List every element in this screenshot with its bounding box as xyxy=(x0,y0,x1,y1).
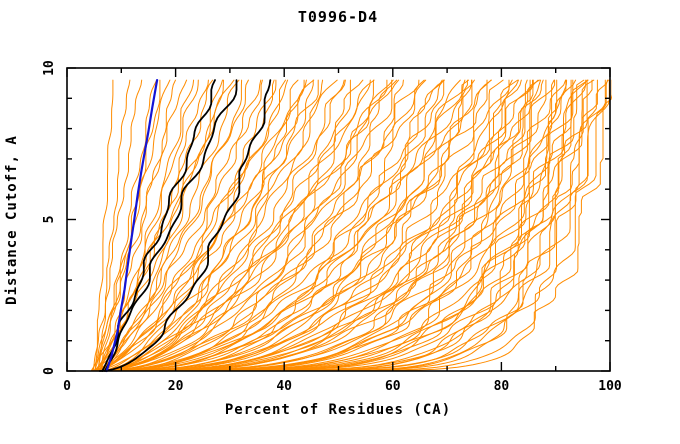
model-curve xyxy=(94,79,114,372)
x-tick-label: 100 xyxy=(598,379,622,394)
model-curve xyxy=(90,79,235,372)
model-curve xyxy=(90,79,263,372)
model-curve xyxy=(97,79,214,372)
curves-layer xyxy=(90,79,612,373)
x-tick-label: 80 xyxy=(494,379,510,394)
model-curve xyxy=(101,79,314,372)
model-curve xyxy=(99,79,176,372)
model-curve xyxy=(99,79,299,372)
model-curve xyxy=(99,79,513,372)
model-curve xyxy=(92,79,388,372)
reference-curve xyxy=(105,79,159,373)
model-curve xyxy=(94,79,289,372)
model-curve xyxy=(94,79,574,372)
model-curve xyxy=(91,79,400,372)
model-curve xyxy=(93,79,319,372)
model-curve xyxy=(96,79,540,372)
y-axis-title: Distance Cutoff, A xyxy=(4,135,20,305)
model-curve xyxy=(98,79,307,372)
reference-curve-group xyxy=(105,79,159,373)
model-curve xyxy=(93,79,567,372)
x-tick-label: 20 xyxy=(168,379,184,394)
model-curve xyxy=(99,79,427,372)
model-curve xyxy=(98,79,488,372)
model-curve xyxy=(92,79,558,372)
model-curve xyxy=(97,79,555,372)
model-curve xyxy=(93,79,425,372)
model-curve xyxy=(91,79,305,372)
model-curve xyxy=(92,79,143,372)
model-curve xyxy=(92,79,519,372)
y-tick-label: 10 xyxy=(42,60,57,76)
model-curve xyxy=(93,79,588,372)
model-curve xyxy=(91,79,609,372)
model-curve xyxy=(100,79,398,372)
model-curve xyxy=(92,79,531,372)
highlighted-model-curve xyxy=(104,79,238,372)
model-curves-group xyxy=(90,79,612,372)
model-curve xyxy=(95,79,445,372)
model-curve xyxy=(99,79,473,372)
model-curve xyxy=(93,79,612,372)
model-curve xyxy=(92,79,608,372)
model-curve xyxy=(95,79,556,372)
model-curve xyxy=(92,79,593,372)
model-curve xyxy=(100,79,510,372)
model-curve xyxy=(101,79,445,372)
x-tick-label: 0 xyxy=(63,379,71,394)
axes-layer: 0 20 40 60 80 100 0 5 10 xyxy=(42,60,622,394)
model-curve xyxy=(98,79,345,372)
model-curve xyxy=(95,79,595,372)
y-tick-label: 5 xyxy=(42,216,57,224)
model-curve xyxy=(92,79,286,372)
model-curve xyxy=(92,79,475,372)
model-curve xyxy=(95,79,568,372)
model-curve xyxy=(95,79,492,372)
model-curve xyxy=(94,79,393,372)
model-curve xyxy=(99,79,544,372)
model-curve xyxy=(94,79,472,372)
model-curve xyxy=(94,79,351,372)
highlighted-model-curve xyxy=(98,79,272,372)
model-curve xyxy=(93,79,171,372)
model-curve xyxy=(96,79,589,372)
x-tick-label: 40 xyxy=(276,379,292,394)
model-curve xyxy=(93,79,315,372)
model-curve xyxy=(91,79,188,372)
model-curve xyxy=(101,79,528,372)
model-curve xyxy=(94,79,588,372)
y-tick-label: 0 xyxy=(42,367,57,375)
x-axis-title: Percent of Residues (CA) xyxy=(225,402,451,418)
model-curve xyxy=(100,79,567,372)
model-curve xyxy=(90,79,468,372)
model-curve xyxy=(99,79,606,372)
model-curve xyxy=(98,79,577,372)
model-curve xyxy=(95,79,375,372)
model-curve xyxy=(90,79,522,372)
model-curve xyxy=(96,79,610,372)
model-curve xyxy=(100,79,585,372)
chart-title: T0996-D4 xyxy=(298,8,378,26)
model-curve xyxy=(93,79,542,372)
model-curve xyxy=(96,79,275,372)
x-tick-label: 60 xyxy=(385,379,401,394)
model-curve xyxy=(96,79,443,372)
model-curve xyxy=(91,79,547,372)
model-curve xyxy=(100,79,338,372)
